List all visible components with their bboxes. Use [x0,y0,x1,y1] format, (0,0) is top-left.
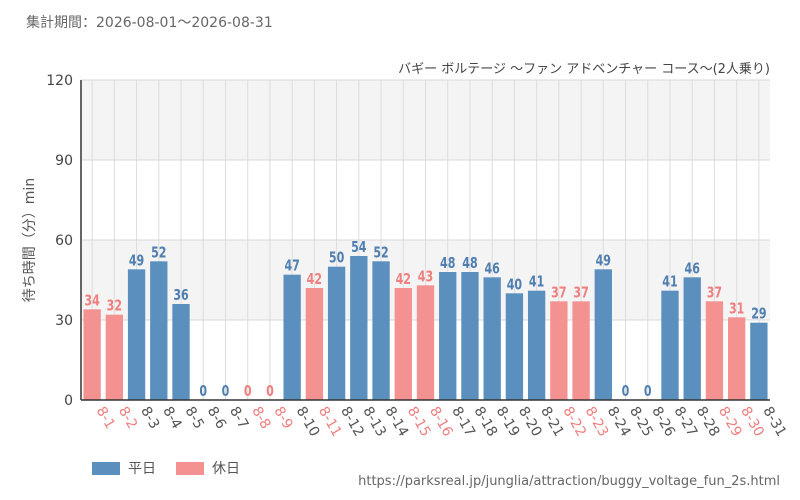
bar [661,290,679,400]
bar [327,266,346,400]
bar [83,309,101,400]
bar-value-label: 49 [129,252,144,269]
bar [394,288,412,400]
bar-value-label: 48 [440,255,455,272]
bar-value-label: 0 [622,383,630,400]
legend-label-weekday: 平日 [128,461,156,477]
bar-value-label: 43 [418,268,433,285]
bar [461,272,479,400]
x-tick-label: 8-3 [137,404,162,432]
bar [705,301,724,400]
x-tick-label: 8-9 [270,404,295,432]
legend-item-holiday: 休日 [176,458,240,478]
x-tick-label: 8-7 [226,404,251,432]
bar-value-label: 42 [396,271,411,288]
bar-value-label: 46 [685,260,700,277]
bar [305,288,324,400]
bar-value-label: 47 [284,258,299,275]
x-tick-label: 8-31 [759,404,789,440]
bar-value-label: 40 [507,276,522,293]
bar-value-label: 52 [151,244,166,261]
x-tick-label: 8-2 [115,404,140,432]
bar-value-label: 46 [484,260,499,277]
bar [150,261,168,400]
bar-value-label: 0 [222,383,230,400]
source-url: https://parksreal.jp/junglia/attraction/… [358,474,780,489]
y-tick-label: 0 [64,393,73,409]
bar [594,269,612,400]
legend-swatch-weekday [92,461,120,475]
bar [416,285,435,400]
x-tick-label: 8-5 [182,404,207,432]
bar [439,272,457,400]
bar-value-label: 37 [707,284,722,301]
bar [350,256,368,400]
period-label: 集計期間：2026-08-01～2026-08-31 [26,15,273,31]
legend-swatch-holiday [176,461,204,475]
y-axis-label: 待ち時間（分）min [22,178,38,302]
bar-value-label: 0 [199,383,207,400]
legend-item-weekday: 平日 [92,458,156,478]
bar [483,277,501,400]
x-tick-label: 8-8 [248,404,273,432]
bar [372,261,390,400]
bar [505,293,524,400]
bar [750,322,768,400]
bar-value-label: 50 [329,250,344,267]
y-tick-label: 90 [55,153,73,169]
bar [283,274,301,400]
bar-value-label: 36 [173,287,188,304]
bar-value-label: 0 [266,383,274,400]
x-tick-label: 8-1 [93,404,118,432]
bar-value-label: 0 [244,383,252,400]
bar-value-label: 34 [84,292,100,309]
bar-value-label: 52 [373,244,388,261]
bar-value-label: 49 [596,252,611,269]
bar [727,317,746,400]
bar-value-label: 32 [107,298,122,315]
x-tick-label: 8-6 [204,404,229,432]
x-tick-label: 8-4 [159,404,184,432]
bar-value-label: 42 [307,271,322,288]
bar [683,277,701,400]
bar [127,269,146,400]
bar-value-label: 37 [551,284,566,301]
bar [572,301,590,400]
legend-label-holiday: 休日 [212,461,240,477]
y-tick-label: 60 [55,233,73,249]
bar-value-label: 48 [462,255,477,272]
bar-value-label: 41 [662,274,677,291]
bar [550,301,568,400]
chart-title: バギー ボルテージ ～ファン アドベンチャー コース～(2人乗り) [398,62,770,77]
bar [172,304,190,400]
bar-value-label: 31 [729,300,744,317]
bar-value-label: 37 [573,284,588,301]
bar-value-label: 41 [529,274,544,291]
bar-value-label: 0 [644,383,652,400]
bar-value-label: 54 [351,239,367,256]
bar [527,290,546,400]
bar-value-label: 29 [751,306,766,323]
y-tick-label: 30 [55,313,73,329]
y-tick-label: 120 [46,73,73,89]
bar [105,314,124,400]
